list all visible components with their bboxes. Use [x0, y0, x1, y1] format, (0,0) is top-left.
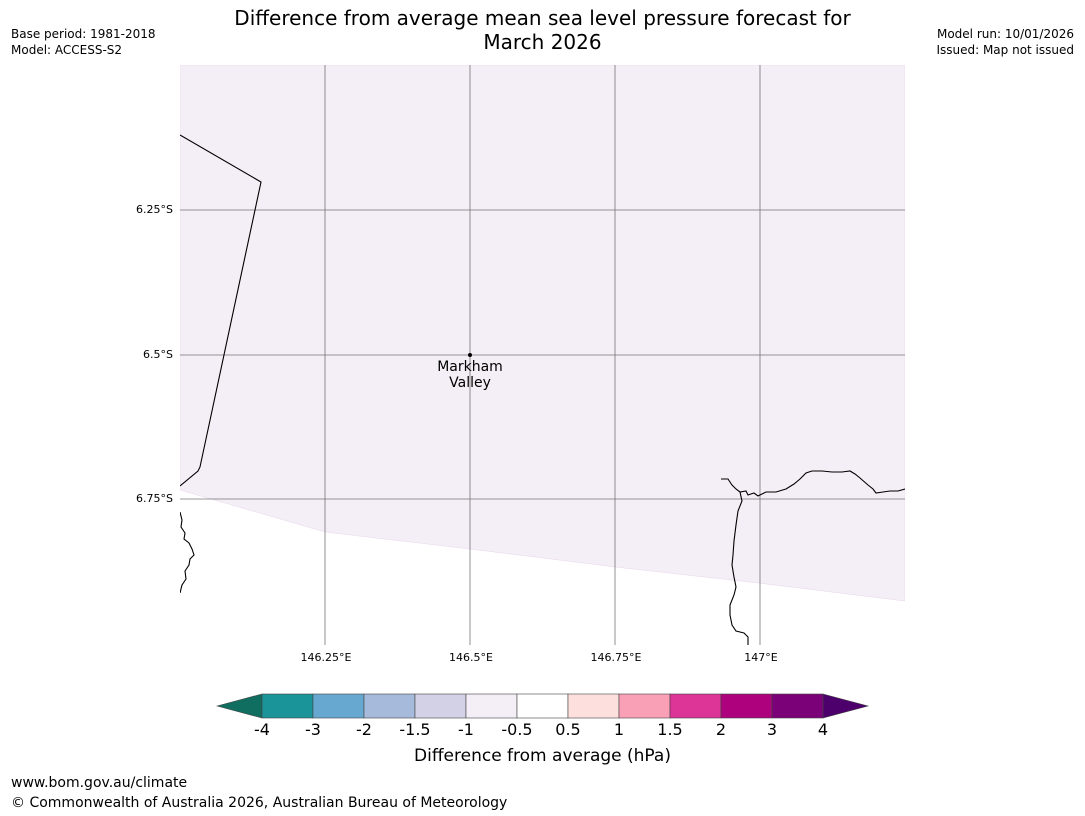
legend-swatch — [669, 693, 722, 719]
legend-tick: 4 — [817, 720, 829, 739]
map-canvas — [180, 65, 905, 645]
legend-swatch — [618, 693, 671, 719]
place-name-line-1: Markham — [437, 359, 503, 375]
place-name-line-2: Valley — [449, 375, 491, 391]
lat-label-6-5: 6.5°S — [143, 348, 173, 361]
lon-label-147: 147°E — [744, 651, 778, 664]
issued-text: Issued: Map not issued — [936, 43, 1074, 57]
legend-tick: -1 — [458, 720, 474, 739]
footer-url: www.bom.gov.au/climate — [11, 775, 188, 791]
coastline-huon-gulf — [721, 470, 905, 497]
lat-label-6-75: 6.75°S — [136, 492, 173, 505]
legend-tick: -0.5 — [501, 720, 533, 739]
title-line-2: March 2026 — [483, 30, 602, 54]
legend-swatch — [516, 693, 569, 719]
legend-swatch — [261, 693, 314, 719]
legend-tick: 0.5 — [555, 720, 581, 739]
pressure-anomaly-field — [180, 65, 905, 602]
lat-label-6-25: 6.25°S — [136, 203, 173, 216]
lon-label-146-5: 146.5°E — [449, 651, 493, 664]
legend-tick: -3 — [305, 720, 321, 739]
legend-tick: 2 — [715, 720, 727, 739]
colorbar-svg — [215, 693, 870, 719]
header-meta-left: Base period: 1981-2018 Model: ACCESS-S2 — [11, 26, 156, 58]
coastline-east-south — [729, 491, 749, 645]
markham-valley-marker[interactable] — [468, 353, 472, 357]
title-line-1: Difference from average mean sea level p… — [234, 6, 851, 30]
graticule — [180, 65, 905, 645]
legend-swatch — [771, 693, 824, 719]
place-label-markham-valley: Markham Valley — [420, 359, 520, 391]
coastline-southwest — [180, 511, 195, 594]
footer-copyright: © Commonwealth of Australia 2026, Austra… — [11, 795, 508, 811]
header-meta-right: Model run: 10/01/2026 Issued: Map not is… — [936, 26, 1074, 58]
boundary-line-west — [180, 134, 262, 487]
map-title: Difference from average mean sea level p… — [180, 6, 905, 54]
legend-colorbar — [215, 692, 870, 724]
legend-swatch-above-max — [822, 693, 870, 719]
legend-swatch — [312, 693, 365, 719]
legend-tick: 1.5 — [657, 720, 683, 739]
legend-tick: -4 — [254, 720, 270, 739]
legend-tick: -2 — [356, 720, 372, 739]
legend-swatch — [465, 693, 518, 719]
coastlines — [180, 134, 905, 645]
legend-swatch-below-min — [215, 693, 263, 719]
legend-swatch — [414, 693, 467, 719]
model-text: Model: ACCESS-S2 — [11, 43, 123, 57]
legend-tick: 1 — [613, 720, 625, 739]
legend-tick: 3 — [766, 720, 778, 739]
legend-title: Difference from average (hPa) — [414, 746, 671, 766]
lon-label-146-75: 146.75°E — [590, 651, 642, 664]
legend-tick: -1.5 — [399, 720, 431, 739]
base-period-text: Base period: 1981-2018 — [11, 27, 156, 41]
legend-swatch — [567, 693, 620, 719]
lon-label-146-25: 146.25°E — [300, 651, 352, 664]
model-run-text: Model run: 10/01/2026 — [936, 27, 1074, 41]
legend-swatch — [363, 693, 416, 719]
legend-swatch — [720, 693, 773, 719]
forecast-map[interactable] — [180, 65, 905, 645]
